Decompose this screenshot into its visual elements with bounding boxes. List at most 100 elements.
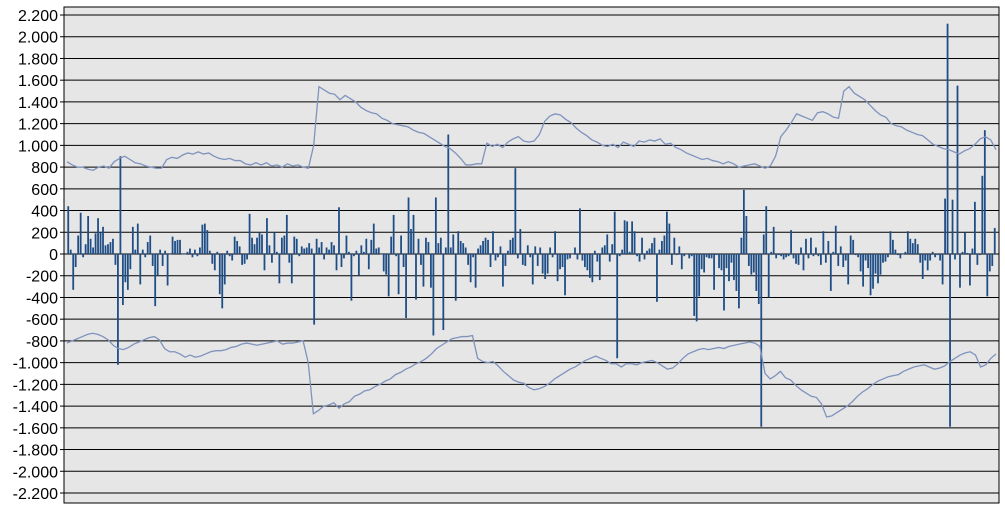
bar [266, 218, 268, 254]
bar [698, 254, 701, 297]
bar [854, 254, 857, 256]
bar [959, 254, 961, 288]
bar [499, 246, 502, 254]
bar [973, 201, 976, 254]
bar [969, 254, 971, 286]
bar [405, 254, 407, 319]
y-tick-label: -2.200 [13, 486, 58, 503]
bar [477, 248, 479, 254]
bar [934, 254, 937, 258]
bar [705, 254, 708, 258]
bar [357, 254, 360, 276]
bar [544, 254, 547, 279]
bar [864, 254, 867, 261]
bar [333, 245, 335, 254]
bar [834, 225, 837, 254]
bar [112, 238, 114, 254]
bar [971, 248, 974, 254]
bar [534, 246, 537, 254]
bar [554, 231, 556, 254]
bar [862, 254, 864, 287]
bar [263, 254, 266, 271]
bar [251, 237, 253, 254]
bar [79, 212, 82, 254]
bar [608, 254, 611, 262]
bar [365, 238, 368, 254]
bar [949, 254, 951, 427]
bar [521, 254, 524, 265]
bar [586, 254, 589, 271]
bar [966, 252, 969, 254]
bar [755, 254, 758, 291]
y-axis-ticks: 2.200 2.000 1.800 1.600 1.400 1.200 1.000 800 60… [13, 8, 64, 503]
bar [710, 254, 713, 259]
bar [593, 250, 596, 254]
bar [494, 254, 497, 261]
bar [951, 199, 954, 254]
bar [931, 251, 934, 254]
bar [295, 238, 298, 254]
bar [588, 254, 591, 278]
y-tick-label: 800 [31, 160, 58, 177]
bar [89, 238, 92, 254]
bar [656, 254, 658, 302]
bar [380, 254, 383, 255]
y-tick-label: -1.800 [13, 443, 58, 460]
bar [747, 254, 750, 266]
y-tick-label: 1.600 [18, 73, 58, 90]
bar [87, 215, 90, 254]
bar [700, 254, 703, 270]
bar [489, 254, 492, 268]
bar [343, 254, 345, 259]
bar [454, 254, 457, 301]
bar [643, 254, 646, 260]
bar [715, 254, 718, 256]
bar [425, 237, 427, 254]
bar [762, 234, 765, 254]
bar [189, 248, 191, 254]
bar [665, 211, 668, 254]
bar [720, 254, 723, 271]
bar [228, 254, 231, 257]
y-tick-label: 200 [31, 225, 58, 242]
bar [693, 254, 696, 316]
bar [531, 254, 534, 285]
bar [802, 254, 805, 271]
bar [740, 237, 743, 254]
bar [484, 237, 487, 254]
bar [847, 254, 850, 285]
bar [549, 247, 552, 254]
bar [482, 240, 484, 254]
bar [914, 238, 917, 254]
bar [422, 254, 425, 287]
bar [109, 242, 112, 254]
bar [837, 254, 840, 266]
bar [417, 238, 420, 254]
bar [497, 254, 499, 258]
bar [194, 249, 196, 254]
bar [633, 231, 636, 254]
bar [892, 239, 894, 254]
bar [340, 254, 343, 268]
y-tick-label: -1.000 [13, 356, 58, 373]
bar [221, 254, 224, 309]
bar [320, 242, 323, 254]
bar [131, 226, 134, 254]
bar [412, 214, 415, 254]
bar [616, 254, 619, 359]
bar [236, 240, 239, 254]
bar [181, 254, 184, 255]
bar [564, 254, 566, 296]
bar [335, 254, 338, 271]
bar [82, 254, 85, 258]
bar [539, 247, 542, 254]
y-tick-label: -2.000 [13, 464, 58, 481]
bar [623, 220, 626, 254]
bar [315, 238, 318, 254]
bar [514, 168, 517, 254]
bar [420, 254, 422, 265]
bar [566, 254, 569, 260]
bar [186, 251, 189, 254]
bar [733, 254, 735, 281]
bar [822, 231, 825, 254]
